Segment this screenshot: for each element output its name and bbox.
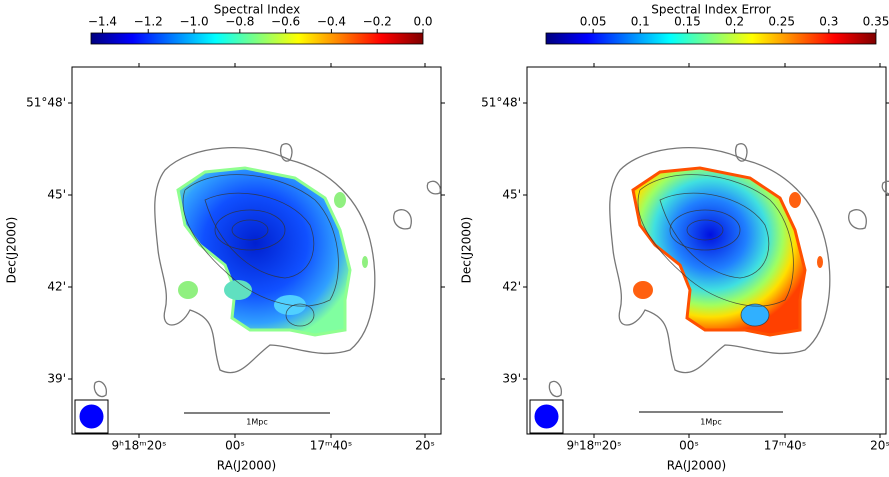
- colorbar-tick-label: 0.0: [413, 15, 432, 29]
- colorbar-tick-label: 0.1: [631, 15, 650, 29]
- y-tick-label: 42': [502, 280, 521, 294]
- beam-box: [74, 399, 109, 434]
- x-tick-label: 20ˢ: [870, 439, 889, 453]
- y-tick-label: 42': [47, 280, 66, 294]
- y-tick-label: 45': [502, 188, 521, 202]
- colorbar-tick-label: 0.2: [725, 15, 744, 29]
- colorbar-tick-label: 0.3: [819, 15, 838, 29]
- colorbar-tick-label: 0.15: [674, 15, 701, 29]
- colorbar-tick-label: −1.0: [179, 15, 208, 29]
- colorbar-label: Spectral Index: [214, 3, 300, 17]
- x-axis-label: RA(J2000): [217, 459, 277, 473]
- scalebar-label: 1Mpc: [700, 418, 721, 427]
- beam: [534, 404, 559, 429]
- colorbar-tick-label: −0.2: [363, 15, 392, 29]
- y-tick-label: 45': [47, 188, 66, 202]
- x-tick-label: 20ˢ: [415, 439, 435, 453]
- colorbar-tick-label: −0.6: [271, 15, 300, 29]
- x-tick-label: 9ʰ18ᵐ20ˢ: [112, 439, 167, 453]
- spectral-index-error-map: [526, 66, 889, 435]
- beam-box: [529, 399, 564, 434]
- spectral-index-map: [71, 66, 442, 435]
- colorbar-tick-label: −1.4: [88, 15, 117, 29]
- y-tick-label: 39': [502, 372, 521, 386]
- x-tick-label: 9ʰ18ᵐ20ˢ: [567, 439, 622, 453]
- colorbar-tick-label: −1.2: [134, 15, 163, 29]
- y-axis-label: Dec(J2000): [460, 217, 474, 284]
- colorbar-tick-label: −0.4: [317, 15, 346, 29]
- x-tick-label: 17ᵐ40ˢ: [310, 439, 353, 453]
- x-axis-label: RA(J2000): [667, 459, 727, 473]
- beam: [79, 404, 104, 429]
- y-tick-label: 39': [47, 372, 66, 386]
- colorbar-tick-label: 0.05: [580, 15, 607, 29]
- colorbar-tick-label: −0.8: [225, 15, 254, 29]
- y-axis-label: Dec(J2000): [5, 217, 19, 284]
- x-tick-label: 00ˢ: [679, 439, 699, 453]
- colorbar-tick-label: 0.25: [768, 15, 795, 29]
- colorbar: [545, 32, 877, 45]
- y-tick-label: 51°48': [26, 96, 66, 110]
- x-tick-label: 00ˢ: [225, 439, 245, 453]
- colorbar: [90, 32, 424, 45]
- scalebar-label: 1Mpc: [246, 418, 267, 427]
- colorbar-tick-label: 0.35: [863, 15, 889, 29]
- x-tick-label: 17ᵐ40ˢ: [764, 439, 807, 453]
- y-tick-label: 51°48': [481, 96, 521, 110]
- colorbar-label: Spectral Index Error: [651, 3, 771, 17]
